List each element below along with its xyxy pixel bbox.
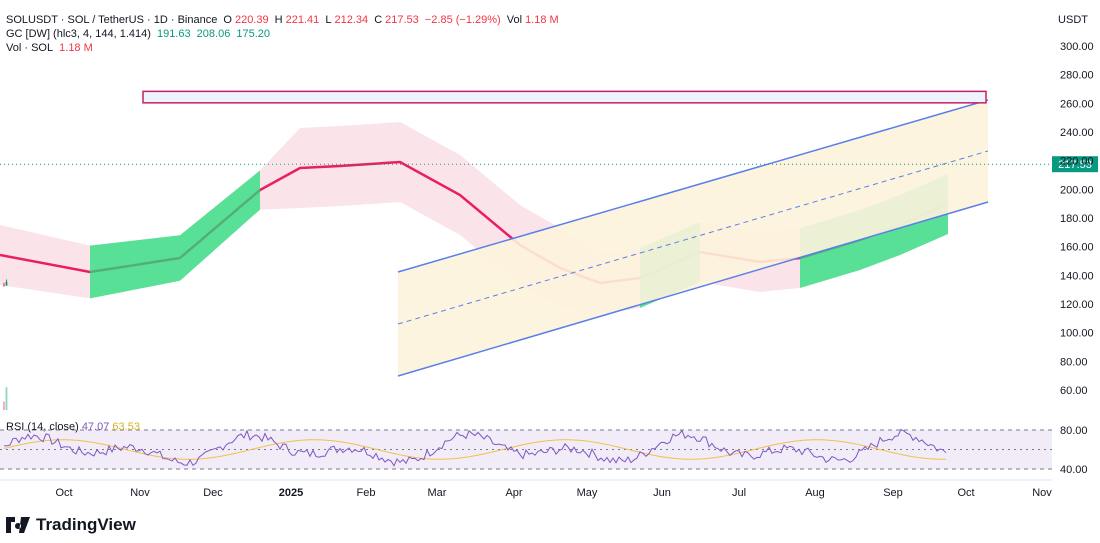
- candle-body: [3, 285, 5, 287]
- channel-lower-line: [397, 201, 989, 377]
- x-tick-label: Aug: [805, 487, 825, 499]
- x-tick-label: Feb: [357, 487, 376, 499]
- gc-bull-band: [90, 170, 260, 299]
- rsi-line: [3, 428, 947, 467]
- y-tick-label: 100.00: [1060, 328, 1094, 340]
- rsi-name: RSI (14, close): [6, 421, 79, 433]
- x-tick-label: Nov: [130, 487, 150, 499]
- rsi-tick-label: 80.00: [1060, 425, 1088, 437]
- x-tick-label: Dec: [203, 487, 223, 499]
- header-legend: SOLUSDT · SOL / TetherUS · 1D · Binance …: [6, 13, 562, 27]
- change-value: −2.85 (−1.29%): [424, 14, 501, 26]
- y-tick-label: 220.00: [1060, 156, 1094, 168]
- price-channel: 217.53: [0, 90, 1098, 377]
- y-tick-label: 160.00: [1060, 242, 1094, 254]
- x-tick-label: Jun: [653, 487, 671, 499]
- x-tick-label: Sep: [883, 487, 903, 499]
- volume-value: 1.18 M: [59, 42, 93, 54]
- x-tick-label: Jul: [732, 487, 746, 499]
- vol-label: Vol: [506, 14, 523, 26]
- candle-body: [5, 281, 8, 286]
- y-tick-label: 200.00: [1060, 184, 1094, 196]
- x-tick-label: Oct: [957, 487, 974, 499]
- resistance-zone: [142, 90, 987, 104]
- x-tick-label: Nov: [1032, 487, 1052, 499]
- indicator-value-1: 191.63: [156, 28, 191, 40]
- open-label: O: [223, 14, 232, 26]
- indicator-value-3: 175.20: [236, 28, 271, 40]
- open-value: 220.39: [234, 14, 269, 26]
- volume-bars: [3, 387, 8, 410]
- x-tick-label: 2025: [279, 487, 303, 499]
- y-tick-label: 120.00: [1060, 299, 1094, 311]
- y-tick-label: 60.00: [1060, 385, 1088, 397]
- channel-mid-line: [397, 150, 989, 325]
- volume-legend: Vol · SOL 1.18 M: [6, 41, 96, 55]
- y-tick-label: 260.00: [1060, 98, 1094, 110]
- x-tick-label: Oct: [55, 487, 72, 499]
- price-unit: USDT: [1058, 14, 1088, 26]
- symbol-label: SOLUSDT · SOL / TetherUS · 1D · Binance: [6, 14, 218, 26]
- rsi-ma-line: [3, 439, 947, 460]
- axes: 300.00 280.00 260.00 240.00 220.00 200.00 180.…: [55, 41, 1093, 499]
- indicator-value-2: 208.06: [196, 28, 231, 40]
- y-tick-label: 80.00: [1060, 356, 1088, 368]
- volume-bar: [5, 387, 8, 410]
- indicator-legend: GC [DW] (hlc3, 4, 144, 1.414) 191.63 208…: [6, 27, 273, 41]
- high-value: 221.41: [285, 14, 320, 26]
- x-tick-label: May: [577, 487, 598, 499]
- vol-value: 1.18 M: [525, 14, 559, 26]
- rsi-tick-label: 40.00: [1060, 464, 1088, 476]
- x-tick-label: Mar: [428, 487, 447, 499]
- rsi-legend: RSI (14, close) 47.07 63.53: [6, 421, 140, 433]
- y-tick-label: 300.00: [1060, 41, 1094, 53]
- y-tick-label: 180.00: [1060, 213, 1094, 225]
- tradingview-wordmark: TradingView: [36, 515, 136, 534]
- candles: [3, 279, 8, 287]
- indicator-name: GC [DW] (hlc3, 4, 144, 1.414): [6, 28, 151, 40]
- close-label: C: [374, 14, 383, 26]
- y-tick-label: 240.00: [1060, 127, 1094, 139]
- volume-bar: [3, 401, 5, 410]
- rsi-pane: 80.00 40.00: [0, 425, 1088, 476]
- tradingview-logo[interactable]: TradingView: [6, 515, 136, 535]
- last-price-label: 217.53: [1058, 159, 1092, 171]
- volume-name: Vol · SOL: [6, 42, 54, 54]
- low-value: 212.34: [334, 14, 369, 26]
- rsi-value-1: 47.07: [81, 421, 110, 433]
- channel-upper-line: [397, 99, 989, 273]
- tradingview-logo-icon: [6, 517, 30, 533]
- x-tick-label: Apr: [505, 487, 522, 499]
- y-tick-label: 280.00: [1060, 70, 1094, 82]
- close-value: 217.53: [385, 14, 419, 26]
- last-price-badge: [1052, 156, 1098, 173]
- y-tick-label: 140.00: [1060, 270, 1094, 282]
- low-label: L: [325, 14, 332, 26]
- high-label: H: [274, 14, 283, 26]
- rsi-value-2: 63.53: [112, 421, 140, 433]
